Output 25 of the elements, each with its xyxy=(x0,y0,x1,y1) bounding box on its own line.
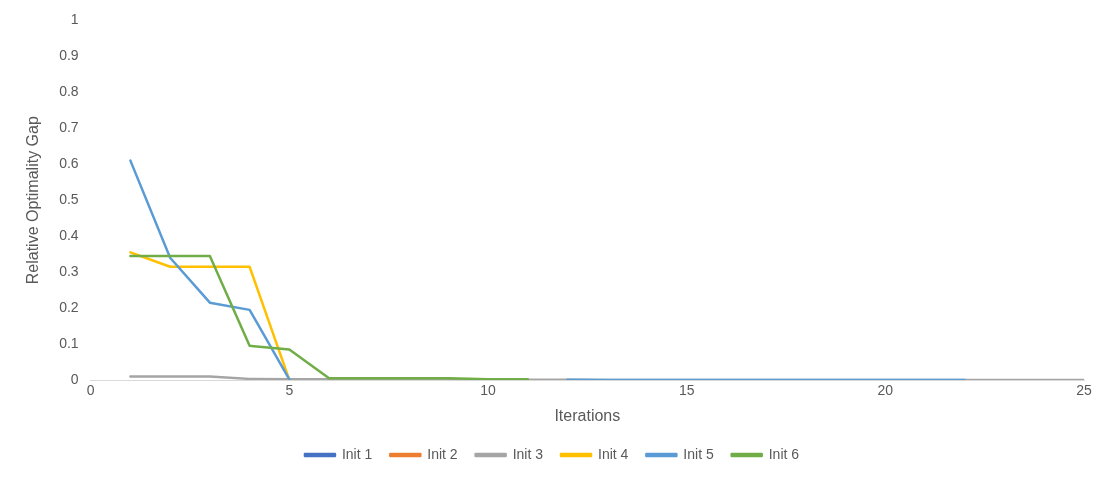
y-tick-label: 0.9 xyxy=(59,47,79,64)
y-tick-label: 1 xyxy=(70,11,79,28)
x-tick-label: 10 xyxy=(480,382,496,399)
legend-label: Init 3 xyxy=(512,445,544,462)
legend-label: Init 2 xyxy=(427,445,458,462)
x-axis-title: Iterations xyxy=(554,406,621,424)
y-tick-label: 0.6 xyxy=(59,155,79,172)
y-tick-label: 0.5 xyxy=(59,191,79,208)
legend-label: Init 4 xyxy=(598,445,629,462)
y-tick-label: 0 xyxy=(70,370,79,387)
x-tick-label: 25 xyxy=(1076,382,1092,399)
y-tick-label: 0.7 xyxy=(59,119,79,136)
legend-label: Init 5 xyxy=(683,445,714,462)
y-tick-label: 0.2 xyxy=(59,298,79,315)
y-tick-label: 0.4 xyxy=(59,227,79,244)
y-tick-label: 0.1 xyxy=(59,334,79,351)
x-tick-label: 20 xyxy=(877,382,894,399)
legend-label: Init 6 xyxy=(768,445,800,462)
legend-label: Init 1 xyxy=(341,445,373,462)
x-tick-label: 5 xyxy=(285,382,294,399)
y-axis-title: Relative Optimality Gap xyxy=(24,116,42,285)
y-tick-label: 0.8 xyxy=(59,83,79,100)
x-tick-label: 15 xyxy=(678,382,695,399)
x-tick-label: 0 xyxy=(86,382,95,399)
y-tick-label: 0.3 xyxy=(59,262,79,279)
